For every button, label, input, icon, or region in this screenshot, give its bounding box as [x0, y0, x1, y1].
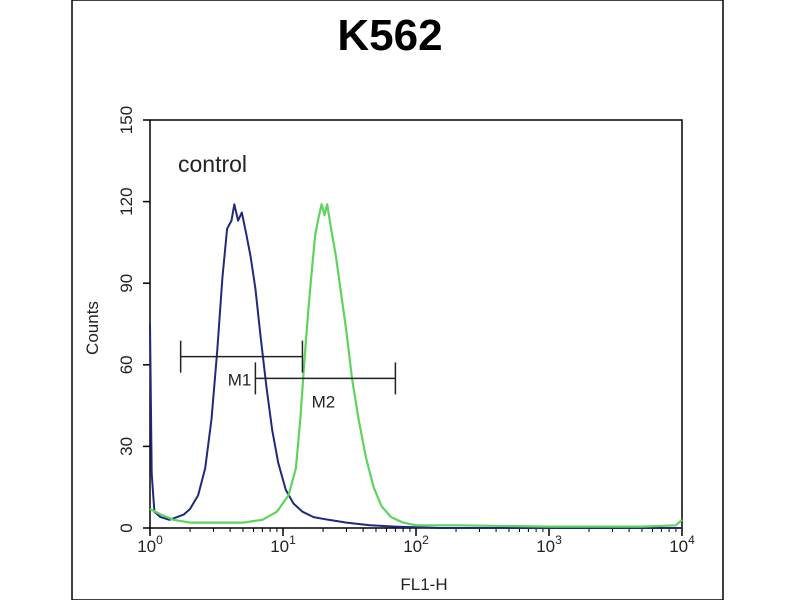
- x-tick-label: 103: [536, 533, 562, 556]
- y-tick-label: 90: [117, 274, 136, 293]
- control-annotation: control: [178, 151, 247, 177]
- x-axis-ticks: 100 101 102 103 104: [137, 528, 695, 556]
- y-tick-label: 120: [117, 187, 136, 215]
- gate-markers: M1 M2: [179, 340, 397, 411]
- gate-marker-m1: M1: [179, 340, 304, 390]
- gate-label: M2: [312, 392, 336, 411]
- y-tick-label: 30: [117, 437, 136, 456]
- x-tick-label: 101: [270, 533, 296, 556]
- y-axis-label: Counts: [83, 301, 102, 355]
- sample-histogram-line: [149, 203, 683, 528]
- x-axis-label: FL1-H: [400, 575, 447, 594]
- y-axis-ticks: 0 30 60 90 120 150: [117, 106, 150, 533]
- control-histogram-line: [149, 203, 682, 529]
- gate-marker-m2: M2: [254, 362, 397, 411]
- figure-frame: [71, 0, 724, 600]
- x-tick-label: 102: [403, 533, 429, 556]
- y-tick-label: 60: [117, 355, 136, 374]
- y-tick-label: 0: [117, 523, 136, 532]
- x-tick-label: 100: [137, 533, 163, 556]
- chart-title: K562: [337, 11, 442, 60]
- gate-label: M1: [228, 371, 252, 390]
- x-tick-label: 104: [669, 533, 695, 556]
- histogram-series: [149, 203, 683, 529]
- y-tick-label: 150: [117, 106, 136, 134]
